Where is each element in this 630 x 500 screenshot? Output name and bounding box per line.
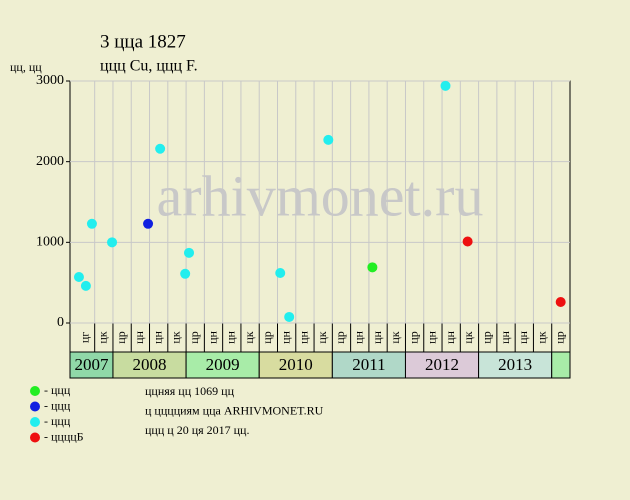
y-axis-label: цц, цц: [10, 60, 42, 74]
data-point: [440, 80, 451, 91]
period-label: цк: [169, 331, 183, 343]
period-label: цк: [242, 331, 256, 343]
legend-marker: [30, 386, 40, 396]
data-point: [323, 134, 334, 145]
period-label: цн: [498, 331, 512, 344]
period-label: цк: [388, 331, 402, 343]
year-label: 2011: [352, 355, 385, 374]
year-band: [69, 351, 114, 379]
note: ц цццциям цца ARHIVMONET.RU: [145, 403, 324, 417]
legend-label: - ццц: [44, 398, 71, 412]
legend-marker: [30, 417, 40, 427]
data-point: [80, 280, 91, 291]
period-label: цр: [333, 331, 347, 343]
year-label: 2009: [206, 355, 240, 374]
data-point: [180, 268, 191, 279]
year-band: [551, 351, 571, 379]
note: ццняя цц 1069 цц: [145, 384, 235, 398]
y-tick-label: 0: [57, 315, 64, 330]
period-label: цр: [406, 331, 420, 343]
year-band: [112, 351, 187, 379]
period-label: цк: [96, 331, 110, 343]
year-band: [478, 351, 553, 379]
year-band: [404, 351, 480, 379]
year-label: 2012: [425, 355, 459, 374]
period-label: цн: [132, 331, 146, 344]
data-point: [107, 237, 118, 248]
period-label: цн: [516, 331, 530, 344]
period-label: цн: [425, 331, 439, 344]
year-label: 2013: [498, 355, 532, 374]
legend-label: - ццццБ: [44, 429, 84, 443]
data-point: [73, 272, 84, 283]
period-label: цн: [352, 331, 366, 344]
period-label: цг: [77, 332, 91, 343]
period-label: цн: [278, 331, 292, 344]
period-label: цк: [534, 331, 548, 343]
year-band: [185, 351, 260, 379]
y-tick-label: 2000: [36, 154, 64, 169]
data-point: [143, 218, 154, 229]
chart-title: 3 ццa 1827: [100, 31, 186, 52]
data-point: [284, 311, 295, 322]
data-point: [367, 262, 378, 273]
period-label: цк: [315, 331, 329, 343]
data-point: [555, 297, 566, 308]
period-label: цр: [187, 331, 201, 343]
period-label: цн: [224, 331, 238, 344]
data-point: [184, 247, 195, 258]
y-tick-label: 1000: [36, 235, 64, 250]
year-band: [331, 351, 406, 379]
legend-label: - ццц: [44, 383, 71, 397]
note: ццц ц 20 ця 2017 цц.: [145, 423, 249, 437]
legend-marker: [30, 432, 40, 443]
period-label: цк: [461, 331, 475, 343]
data-point: [86, 218, 97, 229]
period-label: цн: [150, 331, 164, 344]
period-label: цн: [297, 331, 311, 344]
year-label: 2010: [279, 355, 313, 374]
legend-label: - ццц: [44, 414, 71, 428]
period-label: цн: [205, 331, 219, 344]
period-label: цр: [260, 331, 274, 343]
data-point: [275, 267, 286, 278]
year-label: 2007: [74, 355, 109, 374]
period-label: цн: [370, 331, 384, 344]
chart-subtitle: ццц Cu, ццц F.: [100, 58, 198, 75]
period-label: цр: [553, 331, 567, 343]
period-label: цр: [114, 331, 128, 343]
year-label: 2008: [133, 355, 167, 374]
data-point: [462, 236, 473, 247]
y-tick-label: 3000: [36, 73, 64, 88]
period-label: цн: [443, 331, 457, 344]
watermark: arhivmonet.ru: [157, 163, 484, 228]
data-point: [155, 143, 166, 154]
period-label: цр: [479, 331, 493, 343]
legend-marker: [30, 401, 40, 412]
